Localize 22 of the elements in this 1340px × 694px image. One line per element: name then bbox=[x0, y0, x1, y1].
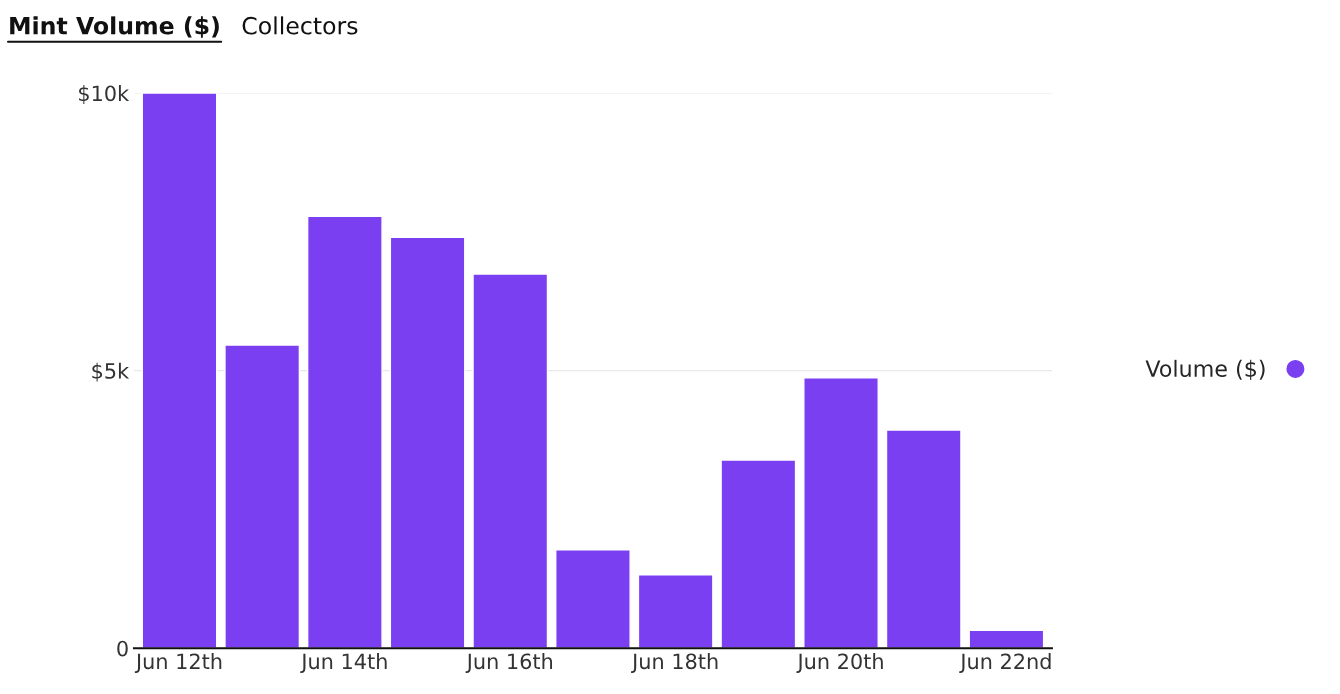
x-tick-label: Jun 20th bbox=[796, 653, 883, 674]
chart-subtitle: Collectors bbox=[242, 16, 358, 35]
x-tick-label: Jun 14th bbox=[300, 653, 387, 674]
bar bbox=[637, 574, 714, 649]
bar bbox=[224, 344, 301, 649]
x-tick-label: Jun 16th bbox=[465, 653, 553, 674]
chart-title: Mint Volume ($) bbox=[10, 16, 219, 38]
bar bbox=[720, 459, 797, 649]
x-tick-label: Jun 18th bbox=[631, 653, 718, 674]
x-tick-label: Jun 12th bbox=[134, 653, 222, 674]
y-tick-label: $10k bbox=[79, 85, 130, 104]
bar bbox=[803, 377, 879, 649]
x-tick-label: Jun 22nd bbox=[959, 653, 1051, 674]
bar bbox=[885, 429, 962, 649]
bar bbox=[472, 273, 549, 649]
bar bbox=[306, 215, 383, 649]
bar bbox=[389, 236, 466, 649]
legend-label: Volume ($) bbox=[1145, 359, 1265, 380]
bar bbox=[555, 549, 631, 649]
y-tick-label: 0 bbox=[117, 640, 128, 657]
bar bbox=[141, 92, 218, 649]
y-tick-label: $5k bbox=[92, 362, 130, 382]
